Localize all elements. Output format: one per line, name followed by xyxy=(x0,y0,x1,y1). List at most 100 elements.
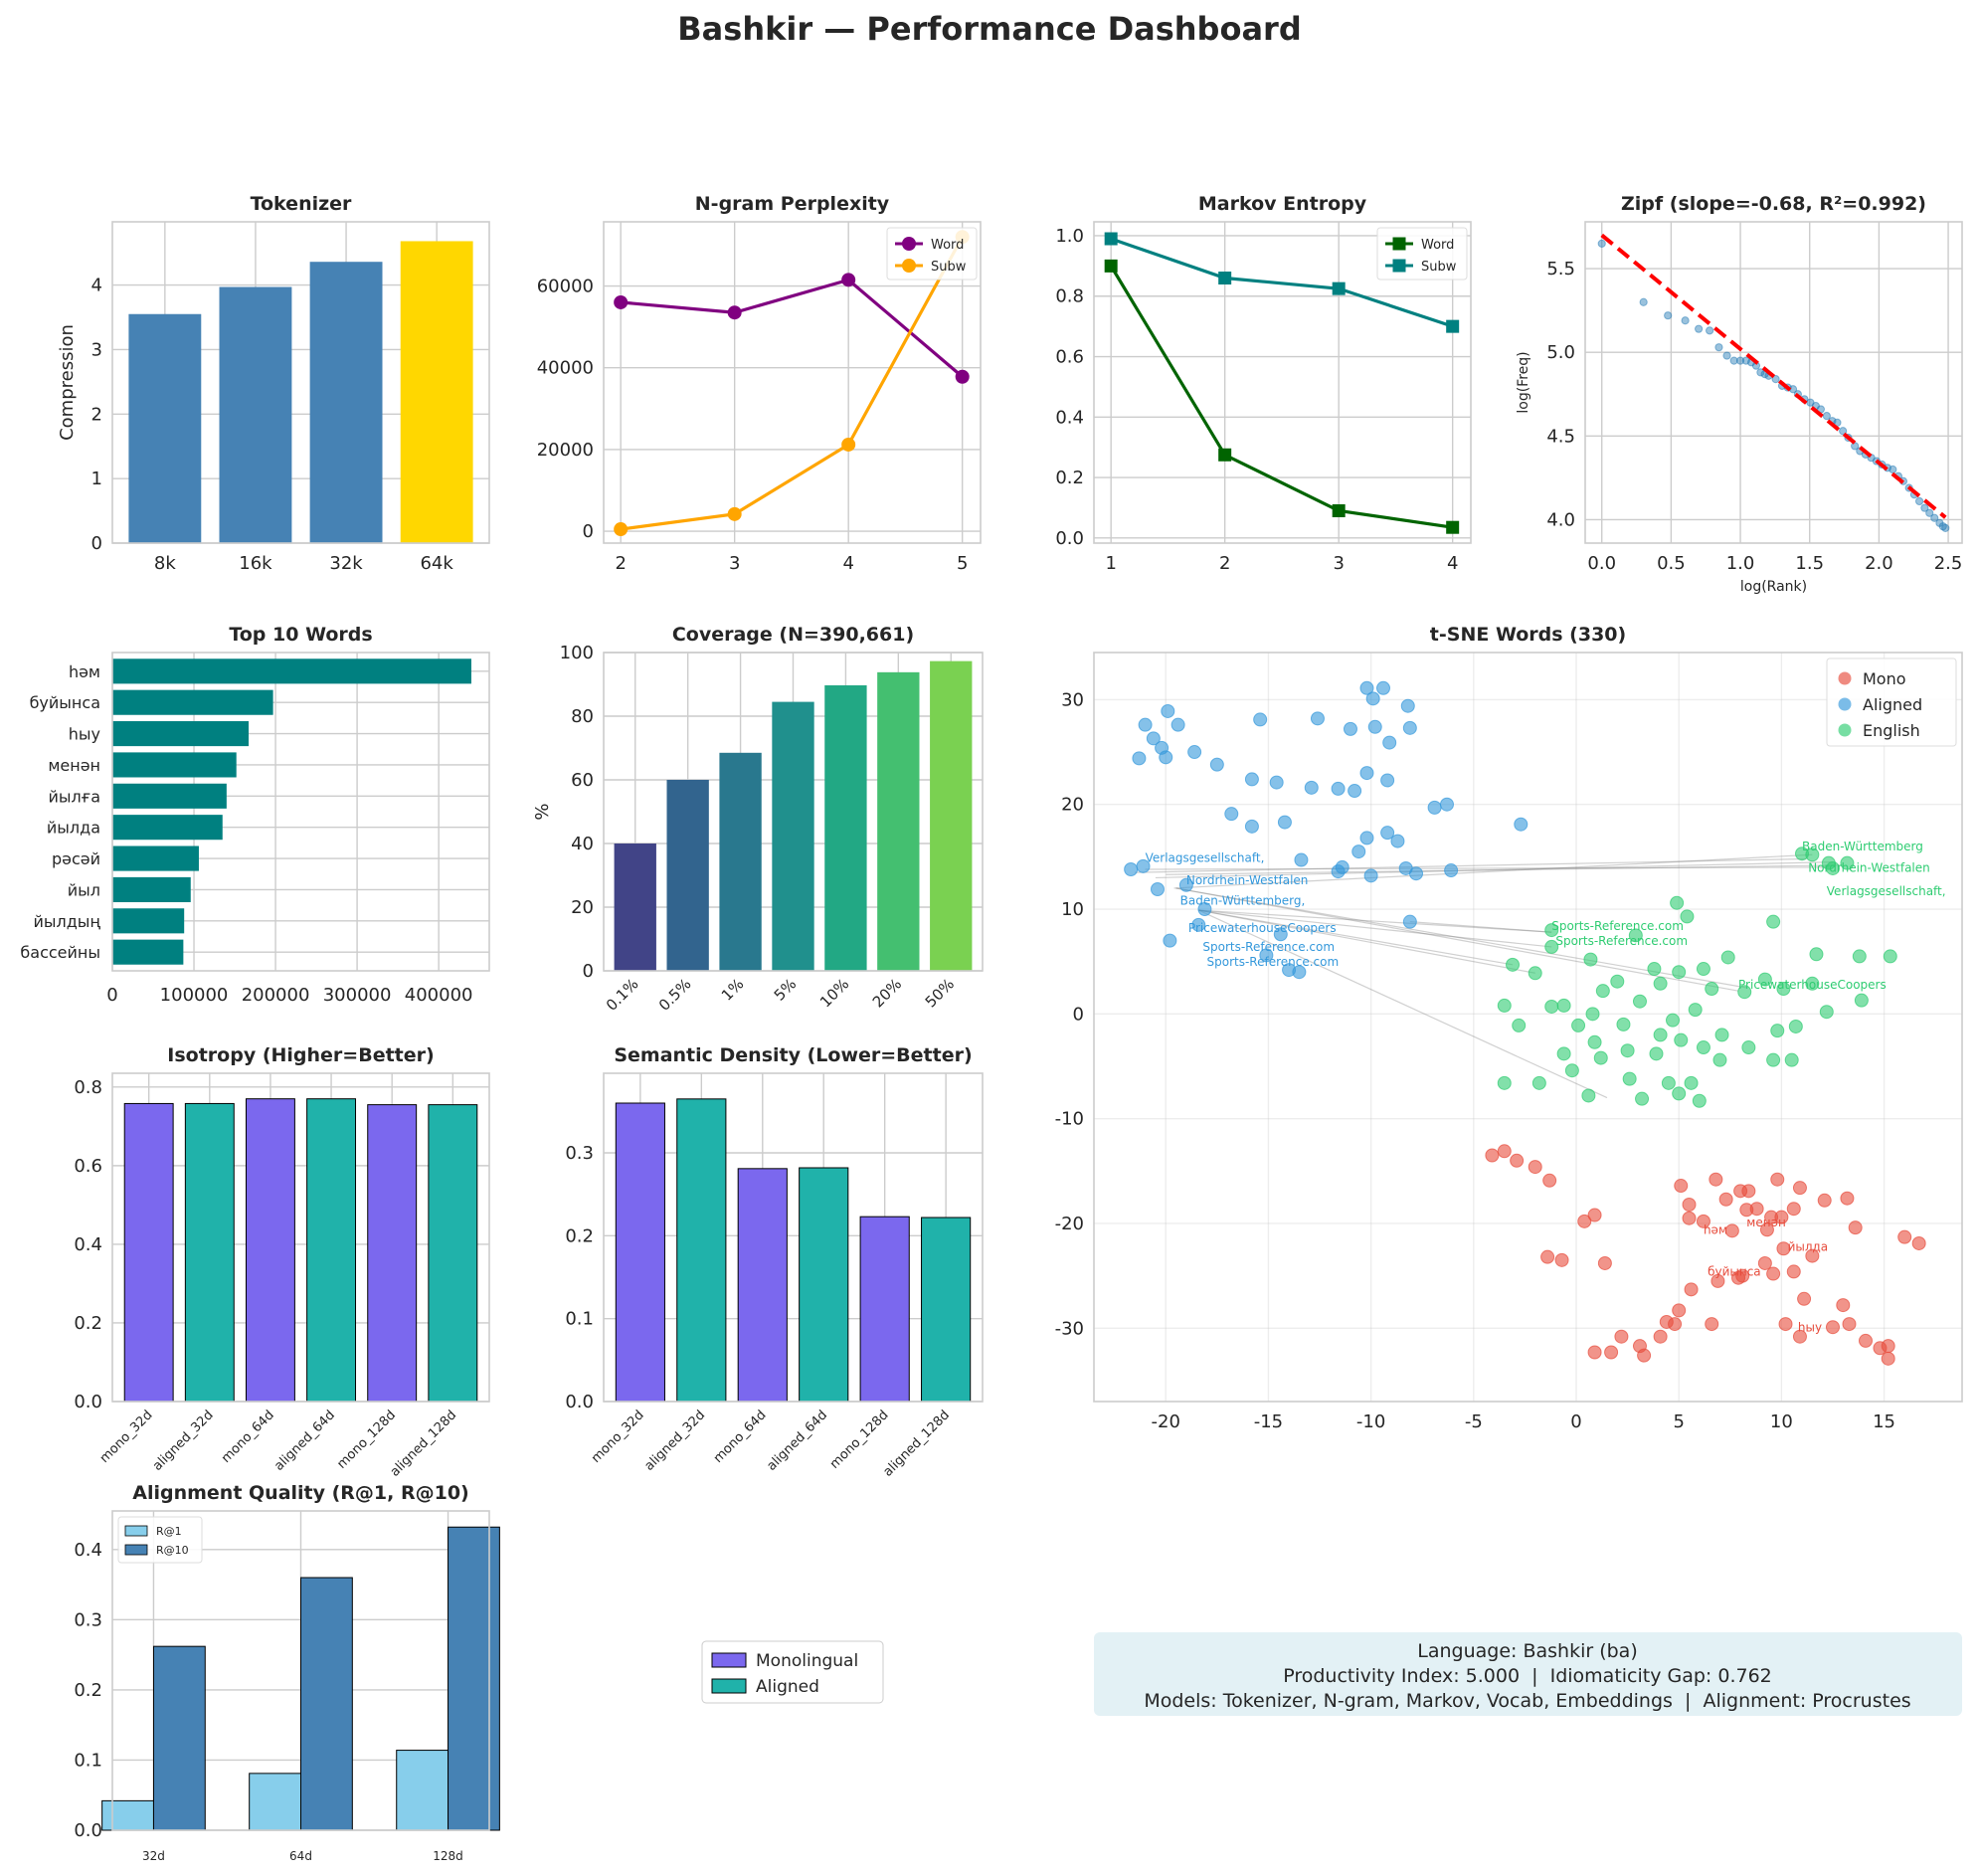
bar-aligned_32d xyxy=(184,1102,235,1403)
bar-32k xyxy=(309,262,383,543)
zipf-point xyxy=(1639,297,1648,306)
legend: Word Subw xyxy=(1376,227,1468,281)
legend-marker xyxy=(1838,697,1852,711)
y-tick-label: 0 xyxy=(1073,1004,1084,1025)
y-tick-label: 2 xyxy=(91,404,102,425)
bar-word xyxy=(112,908,185,934)
axes-frame xyxy=(111,1510,490,1831)
y-tick-label: йылда xyxy=(47,819,100,838)
tsne-point-english xyxy=(1653,1028,1668,1042)
data-point-word xyxy=(955,369,970,384)
data-point-word xyxy=(1446,520,1460,534)
tsne-point-aligned xyxy=(1259,948,1274,963)
x-tick-label: 5 xyxy=(1673,1411,1684,1432)
tsne-point-english xyxy=(1788,1019,1803,1033)
chart-marks xyxy=(128,241,473,543)
bar-word xyxy=(112,939,184,965)
legend-label: Mono xyxy=(1863,669,1906,688)
x-tick-label: 0.5 xyxy=(1657,553,1686,574)
tsne-point-aligned xyxy=(1209,757,1224,772)
tsne-point-aligned xyxy=(1444,863,1459,878)
info-line: Models: Tokenizer, N-gram, Markov, Vocab… xyxy=(1144,1690,1910,1712)
tsne-point-aligned xyxy=(1138,717,1153,732)
tsne-point-mono xyxy=(1668,1317,1683,1332)
bar-coverage xyxy=(666,780,709,971)
zipf-point xyxy=(1695,324,1704,333)
data-point-subw xyxy=(1218,272,1232,285)
tsne-point-aligned xyxy=(1359,831,1374,845)
legend: R@1 R@10 xyxy=(117,1516,203,1564)
tsne-point-aligned xyxy=(1310,711,1325,726)
bar-coverage xyxy=(719,752,762,971)
y-tick-label: 0.2 xyxy=(74,1680,102,1701)
data-point-subw xyxy=(1332,281,1346,295)
x-tick-label: 2.5 xyxy=(1934,553,1963,574)
bar-mono_64d xyxy=(245,1098,295,1403)
bar-coverage xyxy=(877,671,920,971)
x-tick-label: 1.0 xyxy=(1726,553,1755,574)
tsne-point-english xyxy=(1692,1093,1707,1108)
legend: Word Subw xyxy=(886,227,978,281)
tsne-point-aligned xyxy=(1124,862,1139,877)
tsne-point-english xyxy=(1666,1013,1680,1028)
tsne-word-label: һыу xyxy=(1798,1320,1822,1334)
x-axis-label: log(Rank) xyxy=(1740,579,1807,595)
y-tick-label: 4.0 xyxy=(1546,509,1575,530)
tsne-point-mono xyxy=(1510,1153,1525,1168)
tsne-point-mono xyxy=(1749,1202,1764,1217)
y-axis-label: Compression xyxy=(57,324,78,441)
x-tick-label: 1.5 xyxy=(1795,553,1824,574)
y-tick-label: 0.4 xyxy=(74,1540,102,1561)
x-tick-label: -5 xyxy=(1465,1411,1483,1432)
tsne-point-mono xyxy=(1705,1317,1719,1332)
zipf-point xyxy=(1706,326,1714,335)
bar-mono_128d xyxy=(859,1216,910,1403)
tsne-point-english xyxy=(1497,1075,1512,1090)
tsne-point-english xyxy=(1620,1043,1635,1058)
tsne-point-english xyxy=(1766,1052,1781,1067)
legend-label: Word xyxy=(1421,238,1454,253)
tsne-point-english xyxy=(1809,947,1824,962)
shared-legend: Monolingual Aligned xyxy=(701,1640,884,1704)
y-tick-label: 0.4 xyxy=(74,1234,102,1255)
y-axis-label: log(Freq) xyxy=(1516,351,1531,413)
tsne-point-english xyxy=(1672,1086,1687,1101)
axes-frame xyxy=(111,652,490,972)
y-tick-label: 1 xyxy=(91,469,102,489)
legend-marker xyxy=(1392,237,1406,251)
tsne-point-mono xyxy=(1682,1198,1697,1213)
tsne-point-english xyxy=(1528,966,1542,981)
zipf-point xyxy=(1664,311,1673,320)
series-line-word xyxy=(1109,265,1453,529)
tsne-point-mono xyxy=(1770,1172,1785,1187)
tsne-word-label: Sports-Reference.com xyxy=(1202,940,1335,954)
tsne-point-english xyxy=(1564,1063,1579,1078)
chart-marks xyxy=(101,1526,500,1831)
y-tick-label: 100 xyxy=(560,643,594,663)
alignment-link xyxy=(1155,861,1833,879)
tsne-point-mono xyxy=(1724,1223,1739,1238)
zipf-point xyxy=(1681,316,1690,325)
tsne-point-english xyxy=(1647,962,1662,977)
y-tick-label: 0.2 xyxy=(74,1313,102,1334)
tsne-point-mono xyxy=(1577,1214,1592,1228)
tsne-point-mono xyxy=(1682,1211,1697,1225)
y-tick-label: 0.1 xyxy=(74,1750,102,1771)
y-tick-label: 5.5 xyxy=(1546,259,1575,280)
y-tick-label: һыу xyxy=(69,725,100,744)
tsne-point-aligned xyxy=(1273,927,1288,942)
tsne-point-english xyxy=(1544,923,1559,938)
alignment-link xyxy=(1135,857,1807,873)
legend: Mono Aligned English xyxy=(1826,657,1957,747)
y-tick-label: 80 xyxy=(571,706,594,727)
y-tick-label: 0 xyxy=(91,533,102,554)
alignment-link xyxy=(1173,853,1813,889)
tsne-point-english xyxy=(1628,928,1643,943)
tsne-point-aligned xyxy=(1348,784,1362,799)
tsne-word-label: һәм xyxy=(1704,1222,1727,1236)
zipf-point xyxy=(1839,427,1848,436)
y-tick-label: йылға xyxy=(48,787,100,806)
bar-word xyxy=(112,783,227,809)
tsne-point-aligned xyxy=(1178,877,1193,892)
